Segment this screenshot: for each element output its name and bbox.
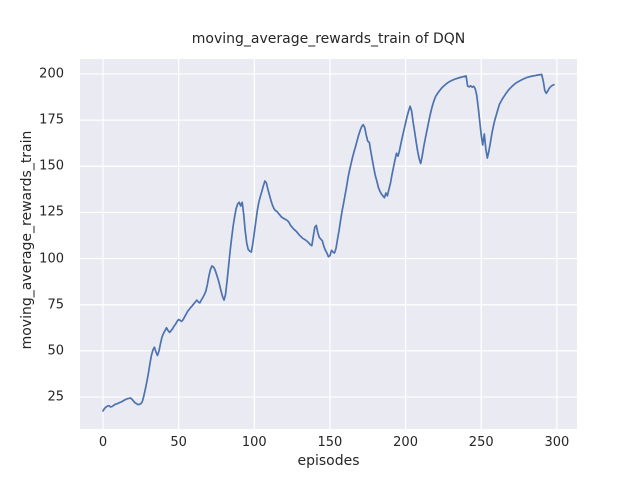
y-axis-label: moving_average_rewards_train <box>19 130 35 350</box>
y-tick-label: 25 <box>47 389 64 405</box>
x-tick-label: 250 <box>468 435 494 450</box>
chart-title: moving_average_rewards_train of DQN <box>191 31 466 47</box>
plot-background <box>80 59 577 429</box>
y-tick-label: 200 <box>39 66 64 82</box>
y-tick-label: 125 <box>39 204 64 220</box>
x-tick-label: 0 <box>98 435 108 450</box>
y-tick-label: 75 <box>47 297 64 313</box>
y-tick-label: 100 <box>39 251 64 267</box>
x-tick-label: 300 <box>544 435 570 450</box>
x-tick-label: 50 <box>170 435 187 450</box>
x-tick-label: 200 <box>393 435 418 450</box>
y-tick-label: 50 <box>47 343 64 359</box>
x-axis-label: episodes <box>297 453 360 469</box>
y-tick-label: 150 <box>39 158 64 174</box>
reward-line <box>102 73 555 412</box>
x-tick-label: 150 <box>317 435 343 450</box>
x-tick-label: 100 <box>241 435 267 450</box>
y-tick-label: 175 <box>39 112 64 128</box>
